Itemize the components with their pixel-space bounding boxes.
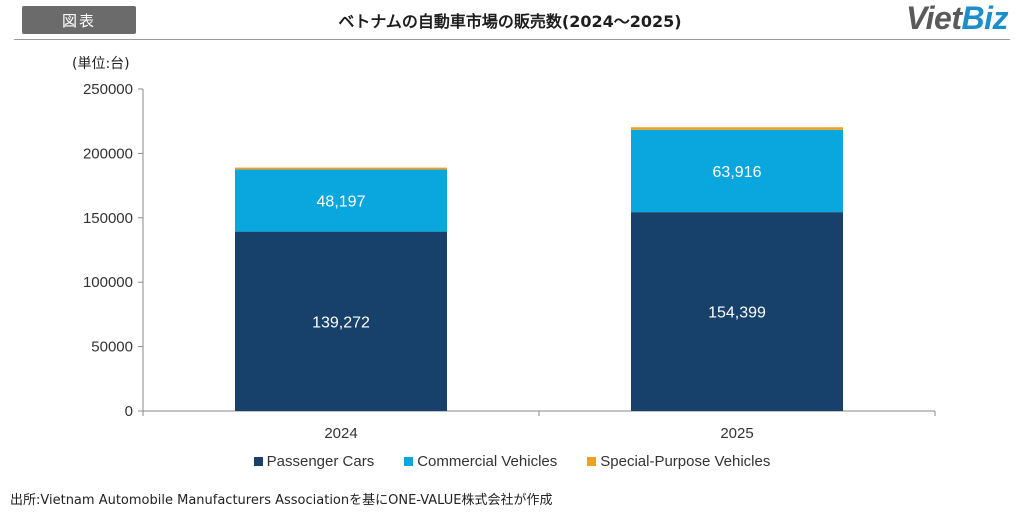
x-tick-label: 2025 — [720, 425, 753, 442]
legend-label-commercial: Commercial Vehicles — [417, 452, 558, 470]
y-tick-label: 0 — [125, 403, 133, 420]
legend-item-commercial: Commercial Vehicles — [404, 451, 557, 471]
legend-label-passenger: Passenger Cars — [266, 452, 375, 470]
y-tick-label: 200000 — [83, 145, 133, 162]
bar-segment-2025-1 — [631, 129, 843, 213]
legend-swatch-commercial — [404, 456, 414, 466]
chart-title: ベトナムの自動車市場の販売数(2024〜2025) — [338, 12, 682, 31]
bar-segment-2025-2 — [631, 127, 843, 130]
y-tick-label: 250000 — [83, 81, 133, 98]
bar-segment-2025-0 — [631, 212, 843, 411]
figure-badge: 図表 — [22, 6, 136, 34]
logo-text-biz: Biz — [961, 0, 1009, 36]
legend-item-passenger: Passenger Cars — [253, 451, 375, 471]
data-label: 48,197 — [317, 194, 366, 211]
y-tick-label: 150000 — [83, 210, 133, 227]
data-label: 63,916 — [713, 164, 762, 181]
y-unit-label: (単位:台) — [72, 56, 130, 72]
bar-segment-2024-2 — [235, 167, 447, 170]
vietbiz-logo: VietBiz — [906, 0, 1008, 36]
legend-swatch-passenger — [253, 456, 263, 466]
bar-segment-2024-1 — [235, 169, 447, 232]
x-tick-label: 2024 — [324, 425, 357, 442]
data-label: 154,399 — [708, 305, 766, 322]
logo-text-viet: Viet — [906, 0, 962, 36]
legend-label-special: Special-Purpose Vehicles — [600, 452, 771, 470]
header-divider — [14, 39, 1010, 40]
legend-swatch-special — [587, 456, 597, 466]
source-note: 出所:Vietnam Automobile Manufacturers Asso… — [10, 493, 553, 508]
data-label: 139,272 — [312, 314, 370, 331]
bar-segment-2024-0 — [235, 231, 447, 411]
y-tick-label: 100000 — [83, 274, 133, 291]
y-tick-label: 50000 — [91, 339, 133, 356]
chart-legend: Passenger Cars Commercial Vehicles Speci… — [0, 451, 1024, 471]
legend-item-special: Special-Purpose Vehicles — [587, 451, 770, 471]
